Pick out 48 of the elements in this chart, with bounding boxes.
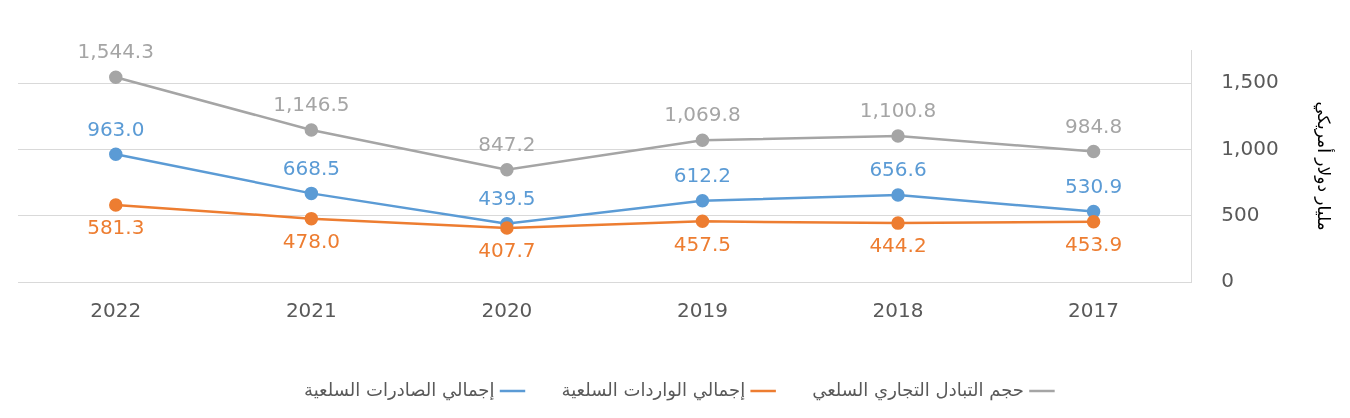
- legend-label: إجمالي الصادرات السلعية: [304, 378, 495, 401]
- point: [500, 162, 514, 177]
- x-tick-label: 2021: [285, 298, 337, 323]
- data-label: 656.6: [869, 157, 927, 182]
- point: [891, 188, 905, 202]
- point: [1086, 215, 1101, 229]
- x-tick-label: 2017: [1068, 298, 1120, 323]
- point: [891, 216, 905, 230]
- legend-label: إجمالي الواردات السلعية: [561, 378, 746, 401]
- x-tick-label: 2022: [90, 298, 142, 323]
- data-label: 530.9: [1064, 173, 1123, 198]
- point: [695, 133, 710, 147]
- legend-label: حجم التبادل التجاري السلعي: [812, 378, 1024, 401]
- point: [695, 214, 710, 229]
- point: [304, 123, 319, 137]
- data-label: 668.5: [282, 155, 340, 180]
- point: [109, 70, 123, 85]
- point: [109, 147, 123, 162]
- data-label: 1,146.5: [273, 92, 350, 117]
- data-label: 407.7: [478, 238, 536, 263]
- point: [109, 198, 123, 212]
- data-label: 847.2: [478, 131, 536, 156]
- y-tick-label: 1,000: [1221, 135, 1279, 160]
- x-tick-label: 2018: [872, 298, 924, 323]
- data-label: 1,100.8: [859, 98, 937, 123]
- point: [304, 186, 319, 201]
- y-axis-title: مليار دولار أمريكي: [1313, 101, 1336, 231]
- data-label: 478.0: [282, 228, 340, 253]
- y-tick-label: 500: [1221, 201, 1260, 226]
- data-label: 453.9: [1064, 232, 1123, 257]
- data-label: 612.2: [673, 163, 732, 188]
- y-tick-label: 1,500: [1221, 69, 1279, 94]
- y-tick-label: 0: [1221, 268, 1235, 293]
- point: [891, 129, 905, 143]
- data-label: 1,544.3: [77, 39, 154, 64]
- data-label: 444.2: [869, 233, 927, 258]
- point: [1086, 144, 1101, 159]
- data-label: 963.0: [87, 116, 145, 141]
- data-label: 439.5: [478, 185, 536, 210]
- data-label: 1,069.8: [664, 102, 741, 127]
- point: [695, 194, 710, 208]
- data-label: 581.3: [87, 215, 145, 240]
- data-label: 457.5: [673, 231, 732, 256]
- data-label: 984.8: [1064, 113, 1123, 138]
- point: [500, 221, 514, 235]
- x-tick-label: 2019: [677, 298, 728, 323]
- point: [304, 211, 319, 226]
- x-tick-label: 2020: [481, 298, 533, 323]
